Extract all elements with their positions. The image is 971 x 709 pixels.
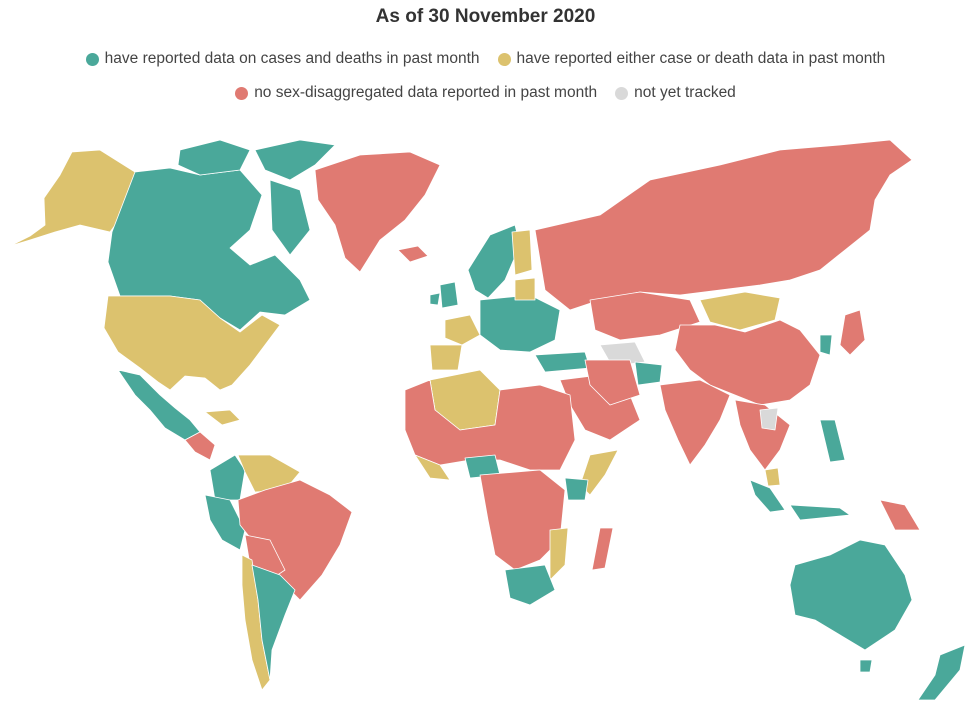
world-map — [9, 139, 966, 701]
region-greenland — [314, 151, 441, 273]
region-scandinavia — [467, 224, 521, 299]
map-title: As of 30 November 2020 — [375, 6, 596, 27]
region-southern-africa — [504, 564, 556, 606]
region-indonesia-east — [789, 504, 851, 521]
region-russia — [534, 139, 913, 311]
region-alaska — [9, 149, 136, 247]
legend-item-either[interactable]: have reported either case or death data … — [497, 50, 886, 68]
region-west-africa-yellow — [414, 454, 451, 481]
region-papua — [879, 499, 921, 531]
region-malaysia — [764, 467, 781, 487]
region-new-zealand — [917, 644, 966, 701]
region-madagascar — [591, 527, 614, 571]
region-colombia — [209, 454, 246, 501]
legend-swatch-grey — [615, 86, 629, 100]
region-argentina — [251, 564, 296, 681]
region-canada-baffin — [269, 179, 311, 256]
region-australia — [789, 539, 913, 651]
legend-row-1: have reported data on cases and deaths i… — [0, 50, 971, 68]
region-india — [659, 379, 731, 466]
legend-label: not yet tracked — [634, 84, 736, 101]
legend-item-not-tracked[interactable]: not yet tracked — [615, 84, 736, 102]
region-ireland — [429, 292, 441, 306]
legend-label: have reported either case or death data … — [516, 50, 886, 67]
region-central-america — [184, 431, 216, 461]
region-japan — [839, 309, 866, 356]
legend-item-cases-and-deaths[interactable]: have reported data on cases and deaths i… — [85, 50, 480, 68]
region-finland — [511, 229, 533, 276]
region-china — [674, 319, 821, 406]
region-iberia — [429, 344, 463, 371]
region-mozambique — [549, 527, 569, 581]
region-iran — [584, 359, 641, 406]
legend-swatch-yellow — [497, 52, 511, 66]
region-turkey — [534, 351, 591, 373]
legend-item-no-data[interactable]: no sex-disaggregated data reported in pa… — [235, 84, 597, 102]
legend-swatch-green — [85, 52, 99, 66]
region-uk — [439, 281, 459, 309]
region-korea — [819, 334, 833, 356]
region-philippines — [819, 419, 846, 463]
region-tasmania — [859, 659, 873, 673]
region-central-africa — [479, 469, 566, 571]
region-indonesia-sumatra — [749, 479, 786, 513]
region-caribbean — [204, 409, 241, 426]
region-laos — [759, 407, 779, 431]
region-central-europe — [479, 294, 561, 353]
region-usa — [103, 295, 281, 391]
region-baltics — [514, 277, 536, 301]
region-canada-arctic-2 — [254, 139, 336, 181]
legend-label: no sex-disaggregated data reported in pa… — [254, 84, 598, 101]
region-canada-arctic — [177, 139, 251, 176]
region-france — [444, 314, 481, 346]
region-peru — [204, 494, 246, 551]
region-iceland — [397, 245, 429, 263]
region-afghanistan — [634, 361, 663, 386]
legend-label: have reported data on cases and deaths i… — [104, 50, 480, 67]
region-mongolia — [699, 291, 781, 331]
region-kenya — [564, 477, 589, 501]
legend-swatch-red — [235, 86, 249, 100]
legend-row-2: no sex-disaggregated data reported in pa… — [0, 84, 971, 102]
